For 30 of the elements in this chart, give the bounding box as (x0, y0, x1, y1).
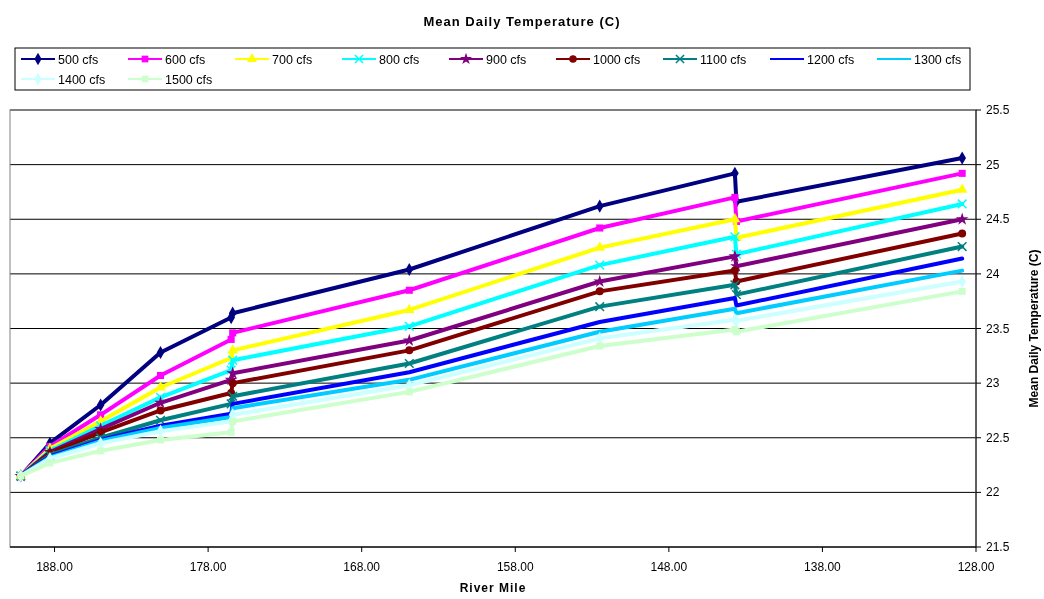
legend-label: 800 cfs (379, 52, 420, 67)
y-axis-title: Mean Daily Temperature (C) (1027, 249, 1041, 408)
x-tick-label: 138.00 (804, 560, 842, 574)
x-tick-label: 178.00 (189, 560, 227, 574)
legend-label: 1100 cfs (700, 52, 747, 67)
legend-label: 1000 cfs (593, 52, 641, 67)
legend-label: 500 cfs (58, 52, 99, 67)
x-tick-label: 158.00 (496, 560, 534, 574)
y-tick-label: 25 (986, 157, 1000, 172)
y-tick-label: 22.5 (986, 430, 1010, 445)
legend-label: 700 cfs (272, 52, 313, 67)
x-axis-title: River Mile (459, 581, 527, 595)
legend-label: 1200 cfs (807, 52, 855, 67)
x-tick-label: 168.00 (343, 560, 381, 574)
y-tick-label: 25.5 (986, 103, 1010, 117)
y-tick-label: 23 (986, 376, 1000, 391)
y-tick-label: 22 (986, 485, 1000, 500)
x-tick-label: 128.00 (957, 560, 995, 574)
chart-title: Mean Daily Temperature (C) (423, 14, 621, 29)
y-tick-label: 23.5 (986, 321, 1010, 336)
legend-label: 900 cfs (486, 52, 527, 67)
y-tick-label: 24.5 (986, 212, 1010, 227)
y-tick-label: 24 (986, 266, 1000, 281)
legend-label: 600 cfs (165, 52, 206, 67)
legend-label: 1300 cfs (914, 52, 962, 67)
legend-label: 1400 cfs (58, 72, 106, 87)
x-tick-label: 148.00 (650, 560, 688, 574)
x-tick-label: 188.00 (36, 560, 74, 574)
y-tick-label: 21.5 (986, 540, 1010, 554)
legend-label: 1500 cfs (165, 72, 213, 87)
